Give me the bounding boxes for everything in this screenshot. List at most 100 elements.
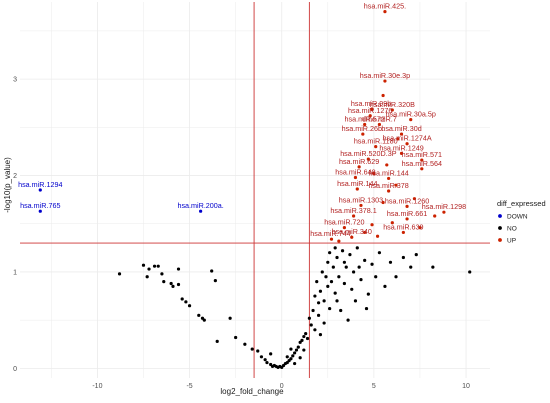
point-no (352, 270, 356, 274)
point-no (324, 275, 328, 279)
point-up (370, 107, 374, 111)
legend: diff_expressed DOWN NO UP (497, 199, 546, 245)
point-up (366, 157, 370, 161)
point-no (202, 318, 206, 322)
point-no (350, 287, 354, 291)
point-up (399, 151, 404, 155)
y-tick-label: 0 (13, 366, 17, 373)
point-up (390, 221, 394, 225)
point-no (294, 348, 299, 352)
point-no (296, 345, 300, 349)
point-no (409, 265, 413, 269)
point-no (316, 313, 321, 317)
point-no (213, 279, 217, 283)
point-up (412, 197, 417, 201)
point-no (302, 348, 306, 352)
point-label: hsa.miR.1298 (422, 202, 466, 211)
point-label: hsa.miR.1303 (339, 195, 383, 204)
point-no (318, 289, 323, 293)
point-no (335, 299, 339, 303)
point-up (363, 230, 367, 235)
point-label: hsa.miR.1294 (18, 180, 62, 189)
point-no (333, 291, 337, 295)
y-tick-label: 2 (13, 173, 17, 180)
point-no (117, 272, 122, 276)
point-no (329, 279, 334, 284)
point-no (326, 260, 330, 264)
point-up (355, 187, 359, 191)
point-no (316, 301, 321, 305)
point-no (357, 265, 361, 269)
point-no (147, 267, 151, 271)
grid (20, 2, 490, 378)
point-no (152, 264, 157, 268)
point-no (309, 323, 313, 327)
point-up (433, 214, 437, 218)
point-no (156, 264, 160, 268)
point-label: hsa.miR.378 (368, 181, 408, 190)
point-up (394, 183, 398, 187)
x-tick-label: 10 (462, 383, 470, 390)
point-no (388, 260, 393, 264)
point-up (372, 172, 376, 176)
point-label: hsa.miR.200a. (177, 201, 223, 210)
legend-key-up (498, 238, 502, 242)
point-down (38, 209, 42, 213)
point-up (370, 223, 374, 227)
point-label: hsa.miR.30e.3p (360, 71, 410, 80)
point-label: hsa.miR.144 (368, 168, 408, 177)
legend-key-no (498, 226, 502, 230)
point-no (364, 306, 369, 311)
point-no (359, 278, 363, 282)
point-up (359, 203, 363, 208)
point-no (263, 358, 267, 362)
point-label: dme.miR.7 (362, 114, 397, 123)
point-up (409, 118, 413, 122)
legend-title: diff_expressed (497, 199, 546, 208)
threshold-lines (20, 2, 490, 378)
point-no (320, 270, 324, 274)
x-tick-label: -5 (186, 383, 192, 390)
point-no (180, 297, 184, 301)
point-no (162, 279, 166, 284)
y-axis-title: -log10(p_value) (3, 157, 12, 213)
point-up (337, 239, 341, 243)
point-no (311, 308, 315, 313)
point-up (377, 122, 382, 127)
point-no (289, 347, 293, 351)
point-up (396, 137, 400, 141)
point-label: hsa.miR.30a.5p (386, 110, 436, 119)
point-no (291, 354, 295, 358)
x-tick-label: 0 (280, 383, 284, 390)
point-no (304, 332, 308, 336)
point-up (401, 230, 405, 235)
point-up (381, 200, 385, 205)
point-no (414, 252, 418, 257)
x-tick-label: 5 (372, 383, 376, 390)
point-no (305, 336, 310, 341)
point-label: hsa.miR.340 (332, 227, 372, 236)
point-no (215, 339, 219, 343)
point-no (289, 357, 293, 361)
point-label: hsa.miR.744. (310, 229, 352, 238)
point-no (307, 316, 311, 320)
point-no (302, 334, 306, 339)
point-no (322, 321, 326, 325)
point-up (405, 142, 409, 146)
point-label: hsa.miR.639 (383, 222, 423, 231)
point-no (331, 265, 335, 269)
point-no (197, 313, 201, 317)
y-tick-label: 1 (13, 269, 17, 276)
point-label: hsa.miR.629 (339, 157, 379, 166)
point-no (366, 292, 370, 296)
point-up (368, 114, 372, 118)
point-no (346, 318, 350, 322)
point-up (442, 210, 446, 214)
point-label: hsa.miR.30d (381, 124, 421, 133)
point-no (210, 269, 214, 273)
point-up (405, 217, 409, 221)
point-no (243, 342, 247, 346)
point-no (141, 263, 146, 267)
point-no (377, 251, 382, 255)
point-no (256, 349, 260, 353)
